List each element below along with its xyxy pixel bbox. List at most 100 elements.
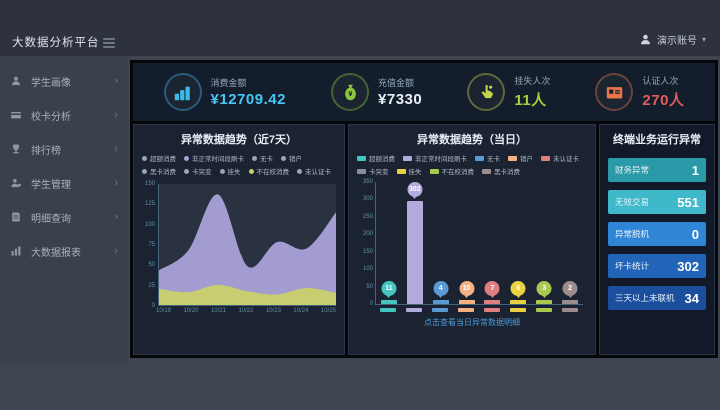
legend-marker xyxy=(252,155,257,161)
weekly-trend-title: 异常数据趋势（近7天） xyxy=(180,134,298,146)
legend-item[interactable]: 黑卡消费 xyxy=(482,166,520,176)
card-icon xyxy=(11,112,21,119)
terminal-row-label: 三天以上未联机 xyxy=(615,293,675,303)
chevron-right-icon: › xyxy=(114,177,118,189)
legend-item[interactable]: 未认证卡 xyxy=(297,166,331,176)
sidebar-item-card-analysis[interactable]: 校卡分析 › xyxy=(0,98,128,132)
legend-item[interactable]: 无卡 xyxy=(252,153,273,163)
weekly-plot-area xyxy=(158,184,336,306)
weekly-legend: 超额消费 非正常时间段刷卡 无卡 销户黑卡消费 卡突变 挂失 不在校消费 未认证卡 xyxy=(134,150,344,178)
bar-rect xyxy=(458,300,475,304)
daily-trend-panel: 异常数据趋势（当日） 超额消费 非正常时间段刷卡 无卡 销户 未认证卡 卡突变 挂失 不在校消… xyxy=(348,124,596,355)
bar-value-balloon: 6 xyxy=(510,281,526,296)
y-tick-label: 100 xyxy=(362,266,373,273)
terminal-row-offline-3days[interactable]: 三天以上未联机 34 xyxy=(608,286,706,310)
user-menu[interactable]: 演示账号 ▾ xyxy=(639,32,706,47)
legend-marker xyxy=(403,155,412,161)
legend-marker xyxy=(475,155,484,161)
sidebar-item-bigdata-report[interactable]: 大数据报表 › xyxy=(0,234,128,268)
bar-rect xyxy=(484,300,501,304)
y-tick-label: 150 xyxy=(144,181,155,187)
legend-item[interactable]: 卡突变 xyxy=(184,166,212,176)
bar-value-balloon: 4 xyxy=(433,281,449,296)
sidebar-item-student-management[interactable]: 学生管理 › xyxy=(0,166,128,200)
legend-marker xyxy=(429,168,439,174)
y-tick-label: 100 xyxy=(144,221,155,228)
legend-label: 超额消费 xyxy=(369,156,395,163)
legend-marker xyxy=(508,155,517,161)
legend-label: 卡突变 xyxy=(192,169,212,176)
legend-item[interactable]: 无卡 xyxy=(475,153,500,163)
bar-rect xyxy=(432,300,449,304)
moneybag-icon: ¥ xyxy=(344,84,356,100)
x-category-chip-无卡 xyxy=(432,308,448,312)
app-title: 大数据分析平台 xyxy=(12,37,100,49)
bar-黑卡消费: 2 xyxy=(560,182,580,304)
x-tick-label: 10/20 xyxy=(183,308,199,314)
daily-x-axis xyxy=(375,308,583,312)
legend-item[interactable]: 销户 xyxy=(281,153,302,163)
coins-icon xyxy=(174,86,190,100)
legend-item[interactable]: 不在校消费 xyxy=(429,166,474,176)
legend-item[interactable]: 销户 xyxy=(508,153,533,163)
x-tick-label: 10/22 xyxy=(238,308,254,314)
chevron-right-icon: › xyxy=(114,109,118,121)
terminal-row-bad-card-count[interactable]: 坏卡统计 302 xyxy=(608,254,706,278)
legend-item[interactable]: 超额消费 xyxy=(357,153,395,163)
legend-item[interactable]: 非正常时间段刷卡 xyxy=(403,153,467,163)
x-category-chip-挂失 xyxy=(510,308,526,312)
y-tick-label: 75 xyxy=(148,242,155,248)
idcard-icon xyxy=(606,86,623,98)
legend-item[interactable]: 超额消费 xyxy=(142,153,176,163)
legend-label: 非正常时间段刷卡 xyxy=(415,156,467,163)
kpi-loss-report-count: 挂失人次 11人 xyxy=(467,73,550,111)
bar-rect xyxy=(536,300,553,304)
terminal-row-value: 1 xyxy=(691,162,699,178)
bar-rect xyxy=(510,300,527,304)
y-tick-label: 0 xyxy=(151,303,155,309)
sidebar-toggle-icon[interactable] xyxy=(103,38,115,48)
legend-marker xyxy=(184,168,189,174)
bar-rect xyxy=(406,200,423,304)
sidebar-item-rankings[interactable]: 排行榜 › xyxy=(0,132,128,166)
legend-marker xyxy=(297,168,302,174)
x-category-chip-未认证卡 xyxy=(484,308,500,312)
user-avatar-icon xyxy=(641,34,650,45)
daily-detail-link[interactable]: 点击查看当日异常数据明细 xyxy=(424,318,520,327)
terminal-row-finance-abnormal[interactable]: 财务异常 1 xyxy=(608,158,706,182)
legend-label: 销户 xyxy=(520,156,533,163)
legend-label: 未认证卡 xyxy=(305,169,331,176)
legend-item[interactable]: 挂失 xyxy=(219,166,241,176)
chevron-right-icon: › xyxy=(114,143,118,155)
y-tick-label: 250 xyxy=(362,213,373,220)
x-category-chip-非正常时间段刷卡 xyxy=(406,308,422,312)
sidebar-item-label: 排行榜 xyxy=(31,145,61,157)
y-tick-label: 25 xyxy=(148,282,155,289)
legend-marker xyxy=(357,155,366,161)
terminal-row-value: 551 xyxy=(677,194,699,210)
legend-item[interactable]: 不在校消费 xyxy=(248,166,289,176)
trophy-icon xyxy=(13,144,19,154)
legend-item[interactable]: 黑卡消费 xyxy=(142,166,176,176)
y-tick-label: 350 xyxy=(362,179,373,185)
kpi-value: ¥7330 xyxy=(378,91,423,108)
legend-item[interactable]: 非正常时间段刷卡 xyxy=(184,153,244,163)
terminal-row-abnormal-offline[interactable]: 异常脱机 0 xyxy=(608,222,706,246)
legend-marker xyxy=(357,168,366,174)
weekly-area-chart: 0 25 50 75 100 125 150 xyxy=(145,181,336,309)
legend-item[interactable]: 卡突变 xyxy=(357,166,389,176)
legend-item[interactable]: 未认证卡 xyxy=(541,153,579,163)
legend-label: 销户 xyxy=(289,156,302,163)
sidebar-item-detail-query[interactable]: 明细查询 › xyxy=(0,200,128,234)
legend-marker xyxy=(142,168,147,174)
terminal-row-invalid-transaction[interactable]: 无效交易 551 xyxy=(608,190,706,214)
report-icon xyxy=(11,246,21,256)
chevron-right-icon: › xyxy=(114,75,118,87)
sidebar-item-student-portrait[interactable]: 学生画像 › xyxy=(0,64,128,98)
bar-value-balloon: 3 xyxy=(536,281,552,296)
report-loss-icon xyxy=(481,84,493,98)
sidebar-item-label: 校卡分析 xyxy=(31,111,71,123)
y-tick-label: 125 xyxy=(144,201,155,208)
chevron-right-icon: › xyxy=(114,245,118,257)
legend-item[interactable]: 挂失 xyxy=(396,166,422,176)
